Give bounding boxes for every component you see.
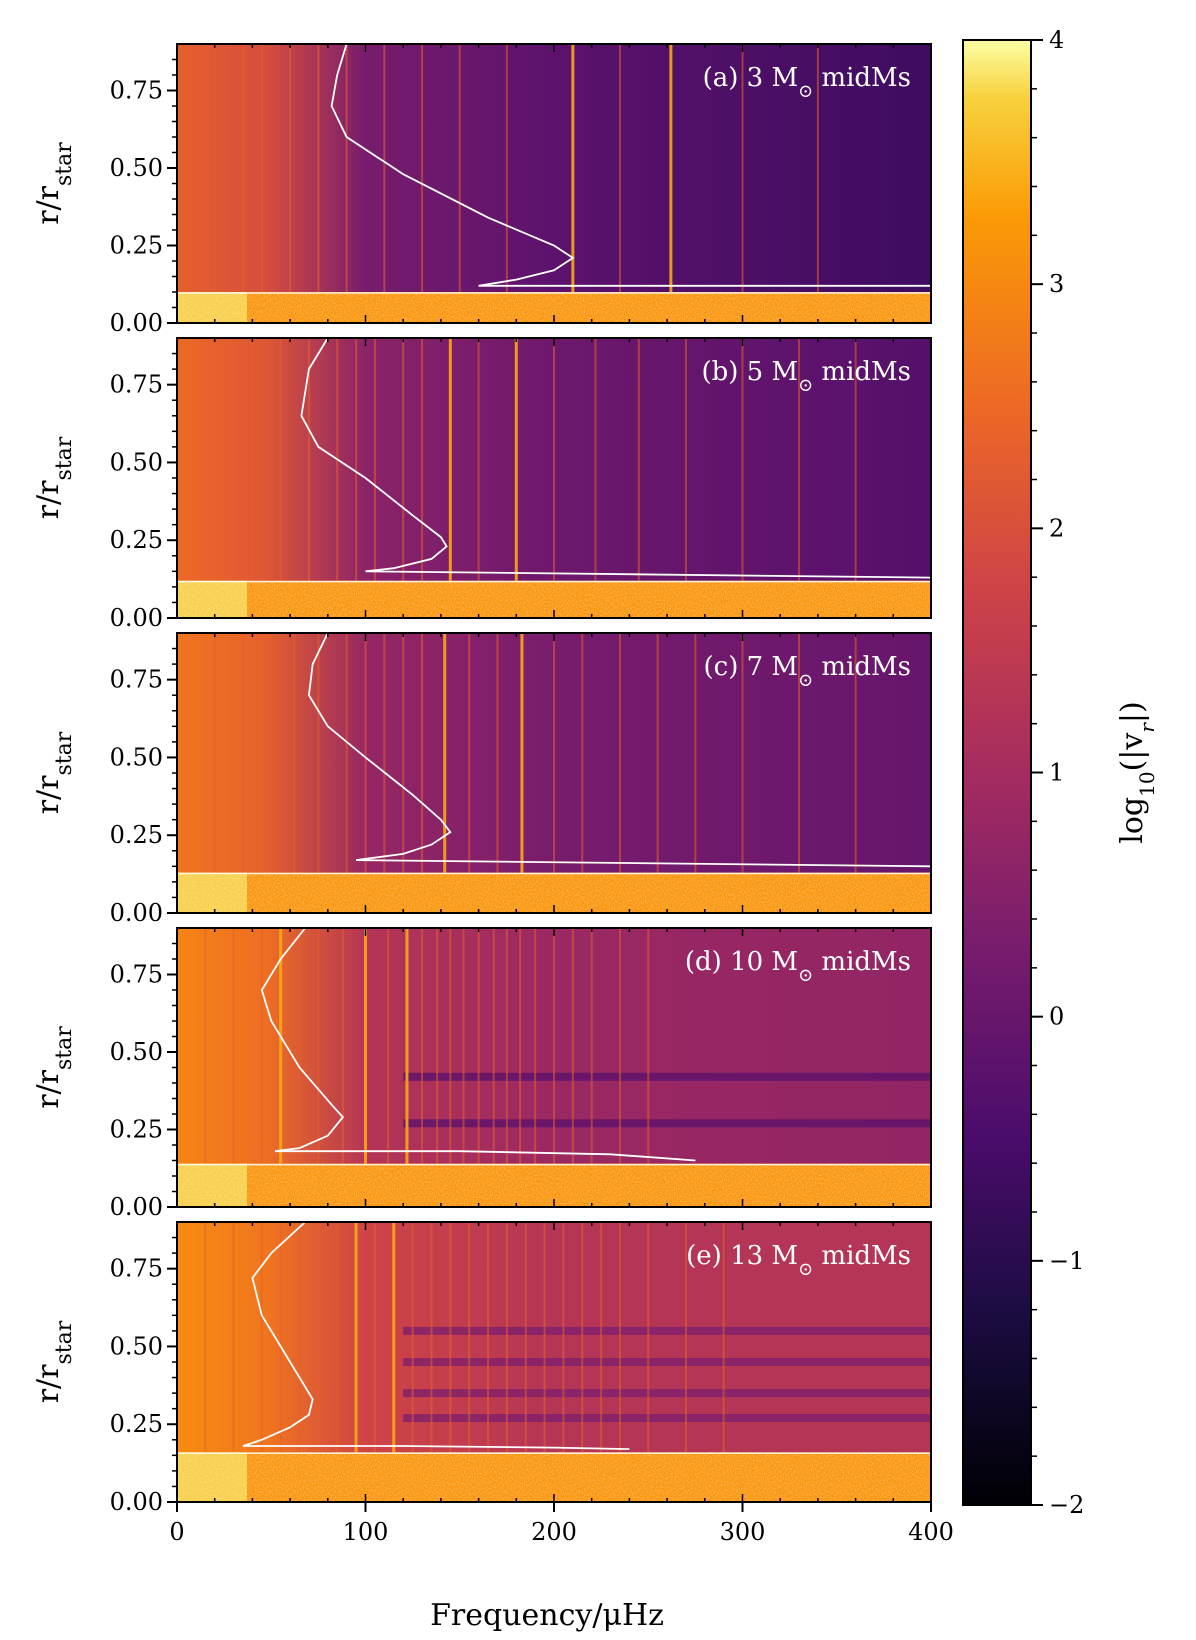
y-tick-label: 0.25 [110,1116,163,1144]
y-tick-label: 0.25 [110,1410,163,1438]
x-tick-label: 200 [531,1518,577,1546]
y-axis-label: r/rstar [31,1026,77,1109]
panel-label: (d) 10 M⊙ midMs [685,947,911,986]
colorbar-label: log10(|vr|) [1115,701,1159,843]
colorbar-tick-label: −2 [1049,1491,1084,1519]
y-tick-label: 0.25 [110,526,163,554]
x-tick-label: 400 [908,1518,954,1546]
colorbar-tick-label: 0 [1049,1003,1064,1031]
panel-c: (c) 7 M⊙ midMs 0.00 0.25 0.50 0.75 r/rstar [31,632,932,927]
panels-layer: (a) 3 M⊙ midMs0.000.250.500.75r/rstar(b)… [31,43,932,1516]
y-tick-label: 0.25 [110,232,163,260]
x-tick-label: 100 [343,1518,389,1546]
panel-e: (e) 13 M⊙ midMs 0.00 0.25 0.50 0.75 r/rstar [31,1221,932,1516]
brunt-vaisala-curve [260,928,696,1162]
colorbar: −2 −1 0 1 2 3 4 log10(|vr|) [962,26,1159,1519]
colorbar-tick-label: 4 [1049,26,1064,54]
y-tick-label: 0.00 [110,604,163,632]
y-axis-label: r/rstar [31,731,77,814]
panel-a: (a) 3 M⊙ midMs 0.00 0.25 0.50 0.75 r/rstar [31,43,932,337]
y-tick-label: 0.50 [110,1332,163,1360]
y-axis-label: r/rstar [31,142,77,225]
brunt-vaisala-curve [300,338,931,579]
y-tick-label: 0.00 [110,899,163,927]
y-tick-label: 0.50 [110,1038,163,1066]
x-axis-label: Frequency/μHz [430,1598,664,1633]
panel-b: (b) 5 M⊙ midMs 0.00 0.25 0.50 0.75 r/rstar [31,337,932,632]
y-tick-label: 0.00 [110,309,163,337]
x-tick-label: 0 [169,1518,184,1546]
brunt-vaisala-curve [330,44,931,287]
y-tick-label: 0.50 [110,154,163,182]
brunt-vaisala-curve [242,1222,630,1450]
colorbar-gradient [962,39,1032,1506]
y-tick-label: 0.00 [110,1488,163,1516]
y-tick-label: 0.25 [110,821,163,849]
panel-label: (c) 7 M⊙ midMs [704,652,911,691]
brunt-vaisala-curve [307,633,931,868]
x-tick-label: 300 [720,1518,766,1546]
colorbar-tick-label: 2 [1049,514,1064,542]
colorbar-tick-label: 1 [1049,759,1064,787]
panel-label: (a) 3 M⊙ midMs [703,63,911,102]
y-tick-label: 0.75 [110,666,163,694]
colorbar-tick-label: −1 [1049,1247,1084,1275]
panel-label: (e) 13 M⊙ midMs [686,1241,911,1280]
y-tick-label: 0.00 [110,1193,163,1221]
x-axis: 0 100 200 300 400 [169,1502,954,1546]
panel-d: (d) 10 M⊙ midMs 0.00 0.25 0.50 0.75 r/rstar [31,927,932,1221]
y-axis-label: r/rstar [31,436,77,519]
y-axis-label: r/rstar [31,1320,77,1403]
colorbar-tick-label: 3 [1049,270,1064,298]
y-tick-label: 0.75 [110,371,163,399]
panel-label: (b) 5 M⊙ midMs [701,357,911,396]
y-tick-label: 0.50 [110,743,163,771]
y-tick-label: 0.75 [110,961,163,989]
y-tick-label: 0.75 [110,77,163,105]
y-tick-label: 0.75 [110,1255,163,1283]
y-tick-label: 0.50 [110,448,163,476]
